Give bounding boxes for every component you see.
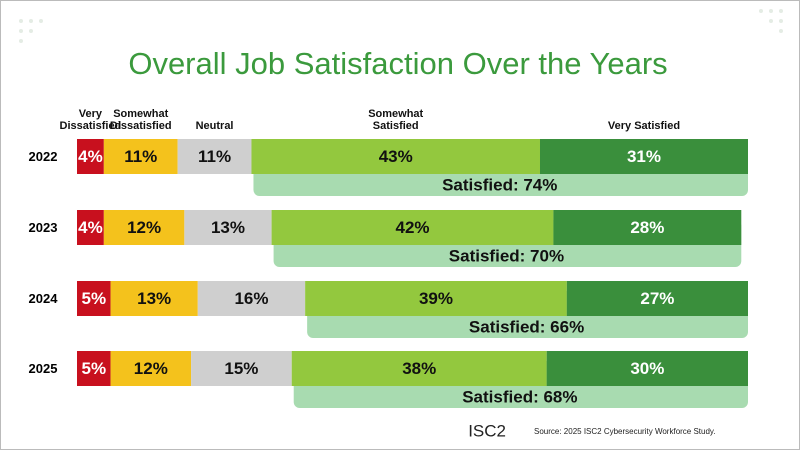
bar-segment — [110, 281, 198, 316]
legend-header: Somewhat Satisfied — [368, 108, 424, 132]
bar-segment — [566, 281, 748, 316]
value-label: 5% — [81, 359, 106, 378]
value-label: 39% — [419, 289, 453, 308]
value-label: 28% — [630, 218, 664, 237]
legend-header: Neutral — [195, 120, 234, 132]
satisfied-label: Satisfied: 66% — [469, 317, 584, 336]
y-tick-label: 2025 — [29, 361, 58, 376]
value-label: 5% — [81, 289, 106, 308]
bar-segment — [553, 210, 742, 245]
bar-segment — [191, 351, 292, 386]
bar-segment — [271, 210, 554, 245]
legend-header: Very Satisfied — [607, 120, 681, 132]
y-tick-label: 2023 — [29, 220, 58, 235]
value-label: 43% — [379, 147, 413, 166]
bar-segment — [177, 139, 252, 174]
value-label: 13% — [211, 218, 245, 237]
value-label: 38% — [402, 359, 436, 378]
bar-segment — [103, 139, 178, 174]
value-label: 11% — [124, 147, 157, 166]
value-label: 4% — [78, 218, 103, 237]
bar-segment — [77, 210, 104, 245]
legend-header: Somewhat Dissatisfied — [109, 108, 172, 132]
bar-segment — [305, 281, 567, 316]
value-label: 12% — [127, 218, 161, 237]
bar-segment — [197, 281, 306, 316]
bar-segment — [546, 351, 748, 386]
bar-segment — [77, 351, 111, 386]
value-label: 13% — [137, 289, 171, 308]
chart-title: Overall Job Satisfaction Over the Years — [128, 46, 667, 81]
logo: ISC2 — [468, 421, 506, 440]
bar-segment — [251, 139, 540, 174]
value-label: 30% — [630, 359, 664, 378]
satisfied-label: Satisfied: 70% — [449, 246, 564, 265]
value-label: 31% — [627, 147, 661, 166]
y-tick-label: 2024 — [29, 291, 59, 306]
value-label: 12% — [134, 359, 168, 378]
value-label: 11% — [198, 147, 231, 166]
bar-segment — [77, 281, 111, 316]
source: Source: 2025 ISC2 Cybersecurity Workforc… — [534, 427, 716, 436]
value-label: 15% — [224, 359, 258, 378]
value-label: 42% — [395, 218, 429, 237]
bar-segment — [110, 351, 192, 386]
y-tick-label: 2022 — [29, 149, 58, 164]
satisfied-label: Satisfied: 68% — [462, 387, 577, 406]
legend-header: Very Dissatisfied — [59, 108, 122, 132]
satisfied-label: Satisfied: 74% — [442, 175, 557, 194]
bar-segment — [77, 139, 104, 174]
bar-segment — [184, 210, 272, 245]
decoration — [19, 9, 783, 43]
value-label: 4% — [78, 147, 103, 166]
bar-segment — [103, 210, 185, 245]
bar-segment — [539, 139, 748, 174]
value-label: 27% — [640, 289, 674, 308]
value-label: 16% — [234, 289, 268, 308]
bar-segment — [291, 351, 547, 386]
